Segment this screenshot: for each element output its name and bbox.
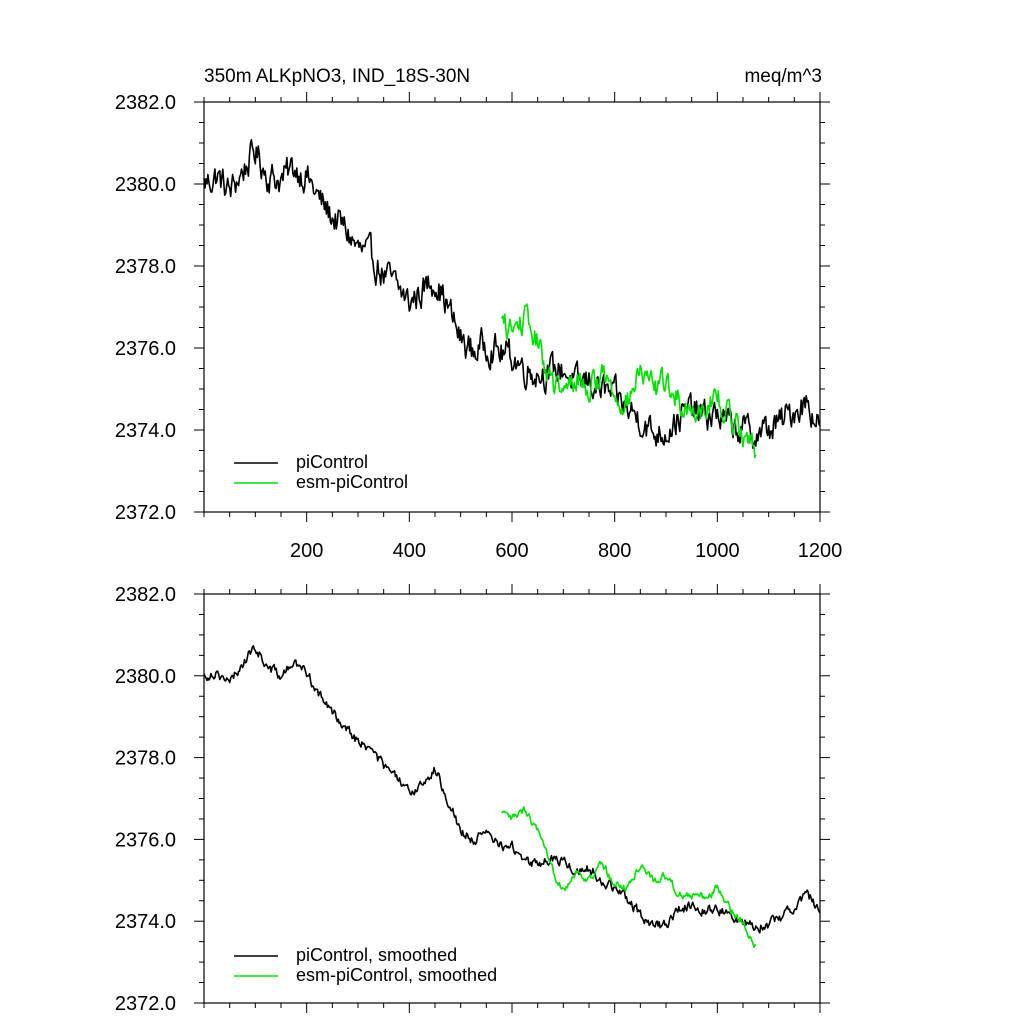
y-tick-label: 2372.0 <box>115 502 176 524</box>
legend-label: esm-piControl <box>296 472 408 492</box>
y-tick-label: 2378.0 <box>115 256 176 278</box>
y-tick-label: 2376.0 <box>115 338 176 360</box>
y-tick-label: 2376.0 <box>115 829 176 851</box>
legend-label: esm-piControl, smoothed <box>296 965 497 985</box>
y-tick-label: 2382.0 <box>115 92 176 114</box>
legend-label: piControl <box>296 452 368 472</box>
x-tick-label: 400 <box>393 540 426 562</box>
bottom-panel-lines <box>203 645 821 949</box>
top-panel: 200 400 600 800 1000 1200 2372.0 2374.0 2376.0 23… <box>115 92 842 562</box>
x-tick-label: 200 <box>290 540 323 562</box>
units-label: meq/m^3 <box>744 66 822 87</box>
y-tick-label: 2380.0 <box>115 174 176 196</box>
x-tick-label: 1200 <box>798 540 843 562</box>
y-tick-label: 2380.0 <box>115 666 176 688</box>
y-tick-label: 2378.0 <box>115 748 176 770</box>
y-tick-label: 2374.0 <box>115 911 176 933</box>
legend-label: piControl, smoothed <box>296 945 457 965</box>
series-line-1 <box>501 806 757 949</box>
y-tick-label: 2382.0 <box>115 584 176 606</box>
top-panel-lines <box>203 138 821 459</box>
bottom-panel: 2372.0 2374.0 2376.0 2378.0 2380.0 2382.0 <box>115 584 830 1015</box>
x-tick-label: 1000 <box>695 540 740 562</box>
series-line-0 <box>203 138 821 449</box>
series-line-0 <box>203 645 821 934</box>
x-tick-label: 600 <box>495 540 528 562</box>
plot-border <box>203 593 821 1004</box>
chart-title: 350m ALKpNO3, IND_18S-30N <box>204 66 470 87</box>
x-tick-label: 800 <box>598 540 631 562</box>
y-tick-label: 2372.0 <box>115 993 176 1015</box>
series-line-1 <box>500 303 757 459</box>
y-tick-label: 2374.0 <box>115 420 176 442</box>
plot-border <box>203 101 821 513</box>
